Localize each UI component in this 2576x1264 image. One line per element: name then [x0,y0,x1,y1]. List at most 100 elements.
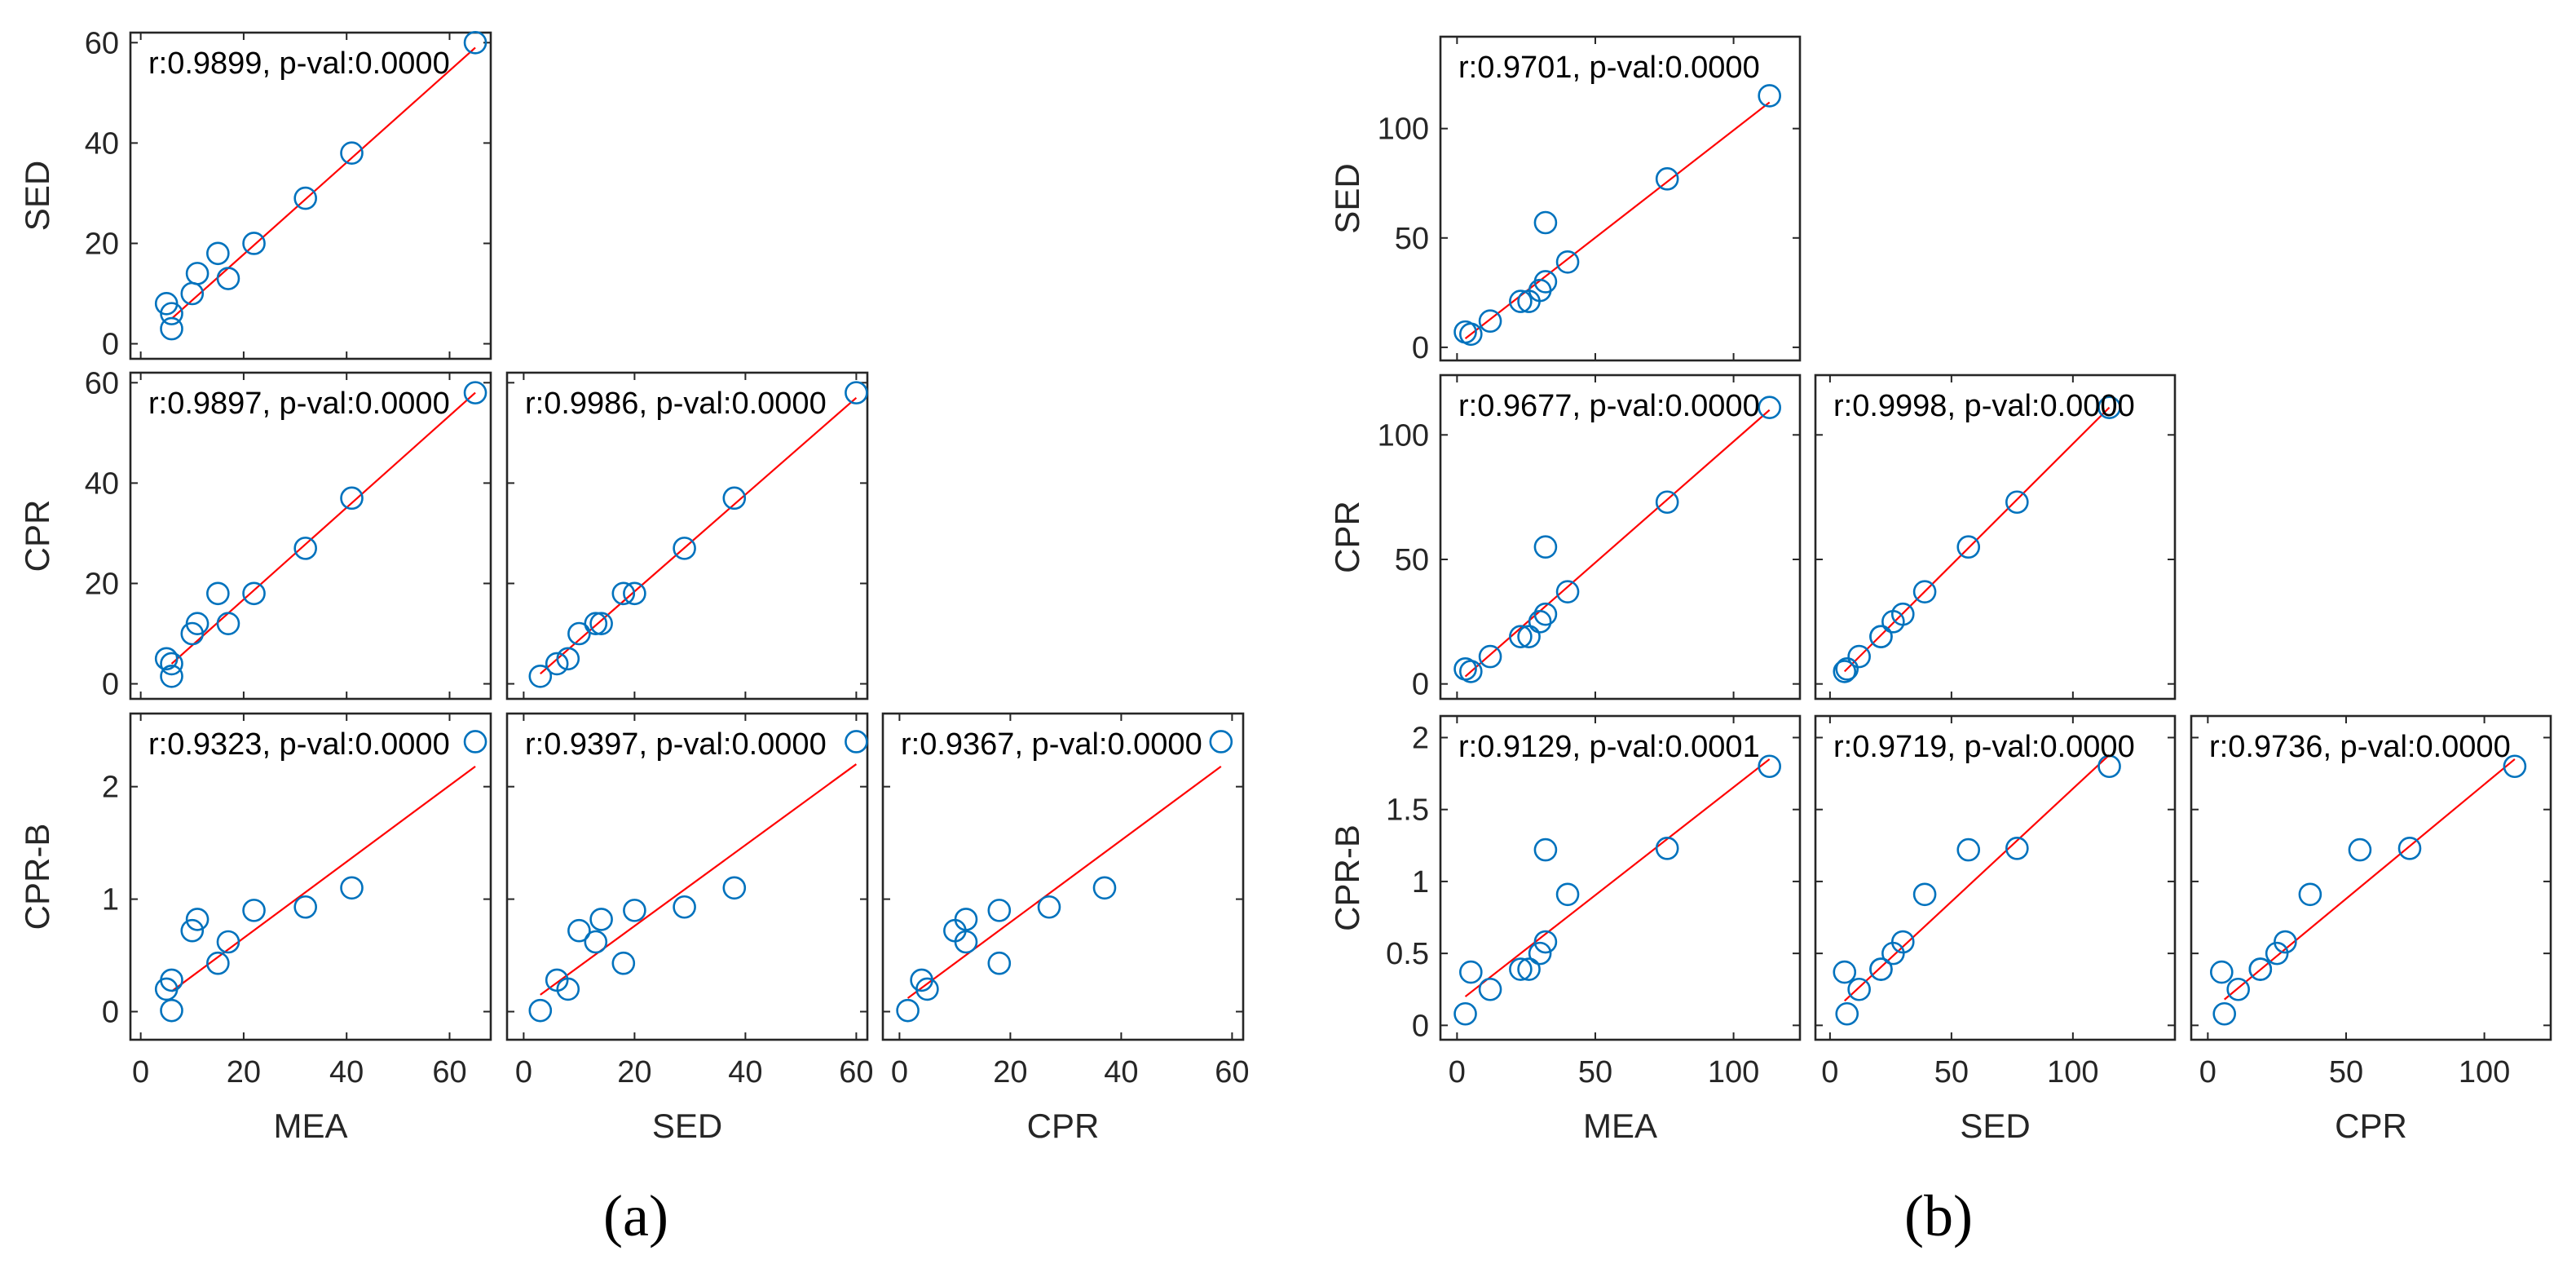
x-axis-label: SED [1960,1107,2030,1145]
subplot-p0-r2-c1: 0 20 40 60 SED r:0.9397, p-val:0.0000 [505,712,874,1145]
y-tick-label: 2 [102,771,119,805]
data-point [2503,754,2527,779]
subplot-p0-r1-c0: 0 20 40 60 CPR r:0.9897, p-val:0.0000 [18,366,492,702]
data-point [673,895,696,919]
data-point [340,876,364,900]
data-point [2298,882,2322,907]
data-point [1453,1001,1477,1026]
data-point [206,241,230,266]
x-tick-label: 0 [2199,1055,2217,1089]
y-axis-label: SED [18,161,56,231]
correlation-annotation: r:0.9736, p-val:0.0000 [2209,730,2511,764]
regression-line [540,396,858,675]
data-point [1533,270,1558,294]
axes-frame [129,712,492,1041]
data-point [293,537,317,560]
data-point [154,647,179,671]
y-axis-label: CPR-B [1328,824,1366,931]
data-point [1555,580,1580,603]
panel-label-a: (a) [603,1183,668,1249]
y-tick-label: 40 [85,466,119,501]
x-tick-label: 20 [227,1055,261,1089]
data-point [2274,930,2297,954]
regression-line [540,763,858,996]
data-point [160,665,183,688]
x-tick-label: 0 [515,1055,532,1089]
y-axis-label: SED [1328,163,1366,233]
data-point [180,918,205,943]
data-point [1655,490,1679,515]
data-point [1869,625,1893,648]
data-point [1758,754,1781,779]
axes-frame [1439,35,1802,362]
data-point [1912,882,1937,907]
data-point [160,968,183,992]
data-point [1555,250,1580,274]
data-point [845,730,868,754]
data-point [1533,210,1558,235]
data-point [1758,84,1781,108]
data-point [1833,960,1857,984]
data-point [1509,289,1533,313]
x-tick-label: 40 [329,1055,364,1089]
data-point [2265,941,2289,966]
data-point [987,951,1012,975]
data-point [954,908,978,931]
subplot-p1-r2-c0: 0 0.5 1 1.5 2 0 50 100 CPR-B MEA r:0.9129, p-val:0… [1328,714,1802,1145]
x-tick-label: 0 [891,1055,908,1089]
y-axis-label: CPR [1328,501,1366,573]
y-tick-label: 50 [1395,222,1429,256]
y-tick-label: 1 [102,883,119,917]
y-tick-label: 100 [1378,113,1429,147]
data-point [1533,535,1558,559]
y-tick-label: 50 [1395,543,1429,577]
axes-frame [1439,714,1802,1041]
y-axis-label: CPR [18,500,56,572]
data-point [340,141,364,165]
correlation-annotation: r:0.9998, p-val:0.0000 [1833,389,2135,423]
y-tick-label: 0 [102,668,119,702]
data-point [185,612,210,635]
correlation-annotation: r:0.9677, p-val:0.0000 [1458,389,1760,423]
correlation-annotation: r:0.9986, p-val:0.0000 [525,387,827,421]
axes-frame [881,712,1245,1041]
correlation-annotation: r:0.9129, p-val:0.0001 [1458,730,1760,764]
x-axis-label: MEA [1583,1107,1657,1145]
data-point [185,908,210,931]
data-point [1478,977,1502,1001]
regression-line [2224,758,2516,1001]
data-point [1835,657,1859,681]
x-tick-label: 0 [1821,1055,1838,1089]
y-tick-label: 0 [102,996,119,1030]
data-point [1509,625,1533,648]
data-point [1655,837,1679,860]
data-point [293,895,317,919]
data-point [206,951,230,975]
data-point [1655,167,1679,191]
x-tick-label: 100 [2047,1055,2098,1089]
data-point [2097,396,2121,420]
subplot-p1-r1-c0: 0 50 100 CPR r:0.9677, p-val:0.0000 [1328,373,1802,702]
data-point [1956,838,1981,862]
data-point [623,581,646,606]
data-point [1209,730,1233,754]
correlation-annotation: r:0.9899, p-val:0.0000 [148,46,450,81]
data-point [2226,977,2250,1001]
data-point [556,977,580,1001]
data-point [2397,837,2422,860]
x-tick-label: 20 [617,1055,651,1089]
x-tick-label: 50 [1934,1055,1969,1089]
data-point [1533,602,1558,626]
correlation-annotation: r:0.9701, p-val:0.0000 [1458,51,1760,85]
data-point [242,581,266,606]
data-point [463,381,487,404]
data-point [2248,957,2273,981]
axes-frame [505,371,869,701]
x-tick-label: 40 [1104,1055,1138,1089]
regression-line [1464,101,1771,340]
x-tick-label: 100 [1708,1055,1759,1089]
data-point [463,31,487,55]
data-point [528,665,553,688]
